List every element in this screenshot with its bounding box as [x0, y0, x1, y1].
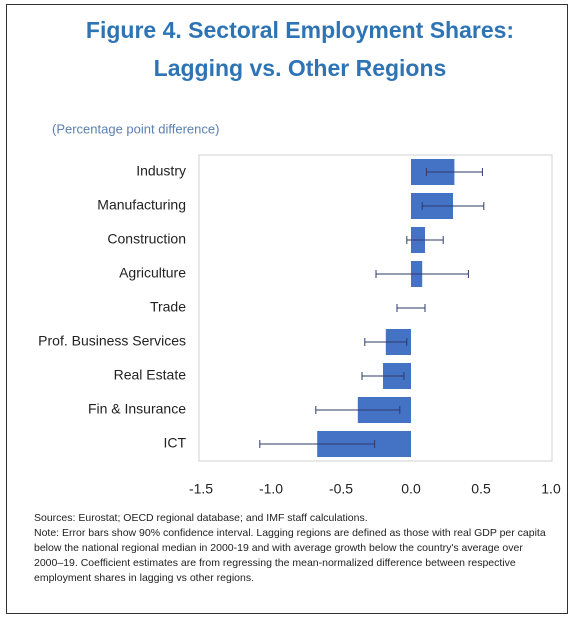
chart-title: Figure 4. Sectoral Employment Shares: — [86, 17, 514, 43]
y-tick-label: Industry — [136, 163, 186, 179]
frame — [6, 4, 568, 614]
x-tick-label: 0.0 — [401, 481, 421, 497]
y-tick-label: ICT — [163, 435, 186, 451]
x-tick-label: -1.5 — [189, 481, 213, 497]
y-tick-label: Real Estate — [114, 367, 187, 383]
x-tick-label: -0.5 — [329, 481, 353, 497]
y-tick-label: Agriculture — [119, 265, 186, 281]
y-tick-label: Prof. Business Services — [38, 333, 186, 349]
x-tick-label: 1.0 — [541, 481, 561, 497]
chart-title: Lagging vs. Other Regions — [154, 55, 447, 81]
plot-frame — [198, 154, 553, 462]
y-tick-label: Fin & Insurance — [88, 401, 186, 417]
sources: Sources: Eurostat; OECD regional databas… — [34, 512, 368, 524]
notes: Sources: Eurostat; OECD regional databas… — [34, 511, 554, 586]
y-tick-label: Construction — [107, 231, 186, 247]
x-tick-label: 0.5 — [471, 481, 491, 497]
x-tick-label: -1.0 — [259, 481, 283, 497]
subtitle: (Percentage point difference) — [52, 121, 219, 136]
note: Note: Error bars show 90% confidence int… — [34, 527, 546, 584]
y-tick-label: Trade — [150, 299, 186, 315]
y-tick-label: Manufacturing — [97, 197, 186, 213]
